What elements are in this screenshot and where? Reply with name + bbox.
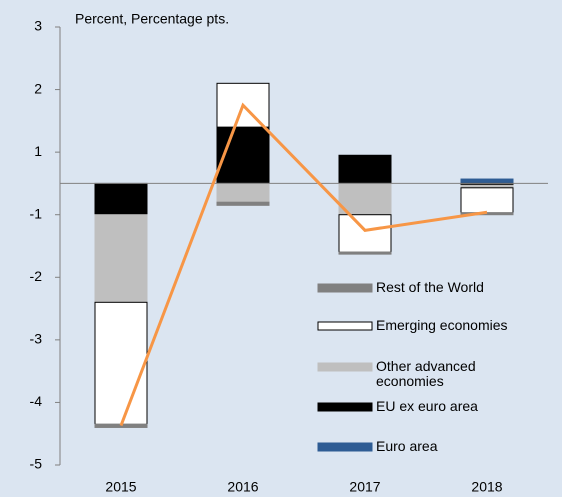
bar-segment <box>94 214 148 303</box>
x-tick-label: 2016 <box>227 479 258 495</box>
bar-segment <box>460 178 514 184</box>
bar-segment <box>216 126 270 184</box>
bar-segment <box>338 251 392 255</box>
y-tick-label: -2 <box>30 268 43 284</box>
bar-segment <box>94 301 148 425</box>
legend-swatch <box>317 442 373 452</box>
legend-label: Euro area <box>376 438 438 454</box>
x-tick-label: 2017 <box>349 479 380 495</box>
chart-title: Percent, Percentage pts. <box>75 11 229 27</box>
y-tick-label: 2 <box>34 80 42 96</box>
bar-segment <box>94 182 148 216</box>
legend-swatch <box>317 362 373 372</box>
y-tick-label: 3 <box>34 18 42 34</box>
bar-segment <box>216 182 270 203</box>
legend-label: Rest of the World <box>376 279 484 295</box>
x-tick-label: 2018 <box>471 479 502 495</box>
y-tick-label: 1 <box>34 143 42 159</box>
x-tick-label: 2015 <box>105 479 136 495</box>
legend-label: Emerging economies <box>376 317 508 333</box>
total-line <box>119 102 488 427</box>
bar-segment <box>216 201 270 206</box>
legend-swatch <box>317 402 373 412</box>
y-tick-label: -3 <box>30 331 43 347</box>
y-tick-label: -4 <box>30 393 43 409</box>
bar-segment <box>338 154 392 184</box>
legend-label: Other advanced economies <box>376 358 476 389</box>
legend-label: EU ex euro area <box>376 398 478 414</box>
bar-segment <box>338 214 392 253</box>
legend-swatch <box>317 321 373 331</box>
y-tick-label: -1 <box>30 205 43 221</box>
legend-swatch <box>317 283 373 293</box>
bar-segment <box>460 187 514 214</box>
y-tick-label: -5 <box>30 456 43 472</box>
